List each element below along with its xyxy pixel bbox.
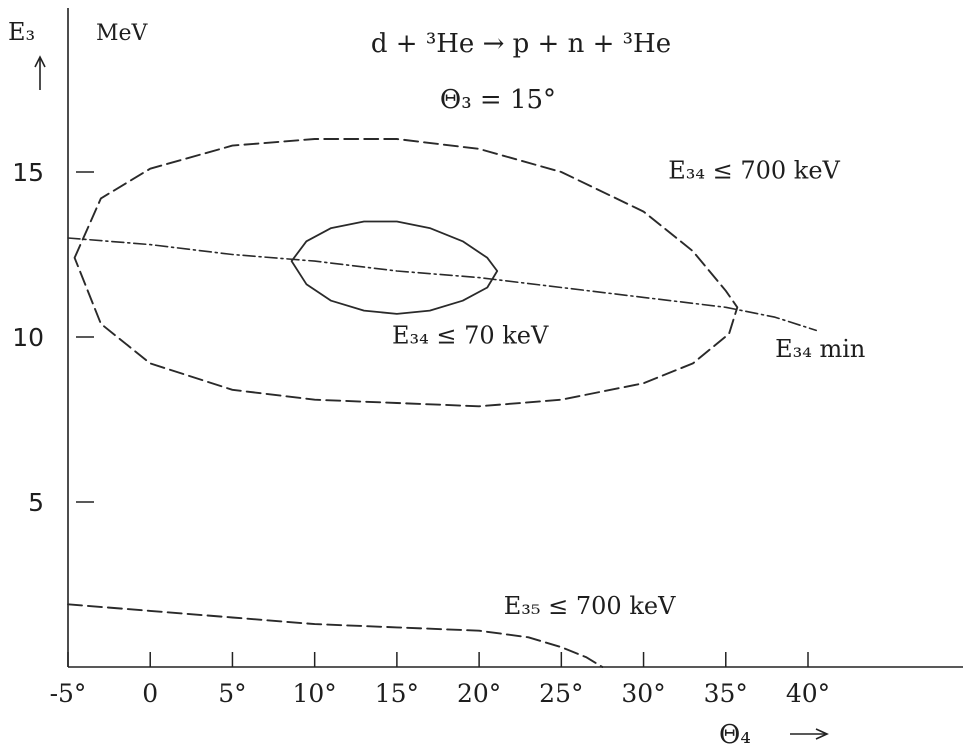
header-annotations: MeV d + ³He → p + n + ³He Θ₃ = 15° — [96, 21, 671, 115]
x-tick-label-10: 10° — [293, 679, 337, 708]
y-tick-label-15: 15 — [12, 158, 44, 187]
x-ticks: -5° 0 5° 10° 15° 20° 25° 30° 35° 40° — [50, 652, 830, 708]
x-tick-label-0: 0 — [142, 679, 158, 708]
x-tick-label-5: 5° — [218, 679, 246, 708]
series-line-2-e-min — [67, 237, 818, 332]
plot-series — [67, 138, 818, 668]
curve-label-0: E₃₄ ≤ 700 keV — [668, 157, 840, 185]
y-tick-label-5: 5 — [28, 488, 44, 517]
x-tick-label-20: 20° — [457, 679, 501, 708]
series-line-0-e-700-kev — [73, 138, 739, 408]
series-line-1-e-70-kev — [290, 220, 499, 315]
chart-subtitle: Θ₃ = 15° — [440, 85, 556, 115]
x-tick-label-30: 30° — [621, 679, 665, 708]
x-tick-label-15: 15° — [375, 679, 419, 708]
curve-label-3: E₃₅ ≤ 700 keV — [504, 592, 676, 620]
y-axis-label: E₃ — [8, 18, 35, 46]
chart-title: d + ³He → p + n + ³He — [371, 29, 671, 59]
x-tick-label-5: -5° — [50, 679, 87, 708]
x-tick-label-40: 40° — [786, 679, 830, 708]
curve-label-2: E₃₄ min — [775, 335, 865, 363]
x-axis-title: Θ₄ — [719, 720, 829, 750]
y-axis-title: E₃ — [8, 18, 46, 90]
units-label: MeV — [96, 21, 149, 46]
y-ticks: 5 10 15 — [12, 158, 94, 517]
curve-label-1: E₃₄ ≤ 70 keV — [392, 322, 549, 350]
x-axis-arrow-head — [815, 728, 829, 740]
y-axis-arrow-head — [34, 55, 46, 68]
x-tick-label-35: 35° — [704, 679, 748, 708]
x-axis-label: Θ₄ — [719, 720, 751, 750]
y-tick-label-10: 10 — [12, 323, 44, 352]
curve-labels: E₃₄ ≤ 700 keV E₃₄ ≤ 70 keV E₃₄ min E₃₅ ≤ 70… — [392, 157, 865, 621]
axes — [67, 8, 963, 668]
x-tick-label-25: 25° — [539, 679, 583, 708]
series-line-3-e-700-kev — [67, 603, 604, 668]
